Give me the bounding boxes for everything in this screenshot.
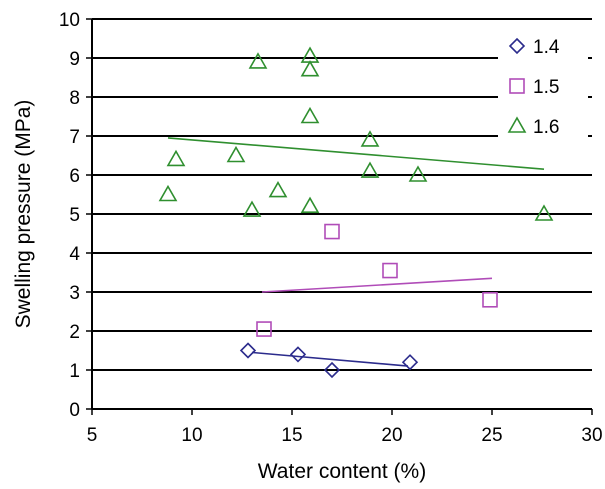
y-axis-label: Swelling pressure (MPa) [12, 100, 35, 329]
x-axis-label: Water content (%) [258, 460, 426, 483]
y-tick-label: 4 [69, 244, 80, 265]
data-point-triangle [268, 180, 288, 198]
y-tick-label: 8 [69, 88, 80, 109]
data-point-triangle [248, 52, 268, 69]
legend-label: 1.6 [533, 117, 559, 138]
trend-line-square [261, 277, 493, 293]
y-tick-label: 7 [69, 127, 80, 148]
data-points [158, 46, 554, 379]
trend-line-diamond [251, 351, 409, 367]
legend-marker-diamond [508, 37, 526, 55]
data-point-triangle [300, 106, 320, 124]
legend-label: 1.4 [533, 37, 560, 58]
x-tick-label: 5 [87, 425, 98, 446]
data-point-square [382, 262, 398, 279]
y-tick-label: 0 [69, 400, 80, 421]
x-tick-label: 10 [181, 425, 202, 446]
data-point-triangle [158, 184, 178, 202]
data-point-triangle [408, 165, 428, 182]
x-tick-label: 20 [381, 425, 402, 446]
data-point-triangle [300, 196, 320, 213]
data-point-diamond [323, 361, 341, 379]
data-point-triangle [534, 204, 554, 221]
legend: 1.4 1.5 1.6 [498, 31, 588, 143]
data-point-triangle [242, 200, 262, 217]
x-tick-labels: 5 10 15 20 25 30 [87, 409, 603, 446]
trend-lines [167, 137, 545, 367]
x-tick-label: 15 [281, 425, 302, 446]
legend-marker-triangle [507, 116, 527, 133]
y-tick-label: 2 [69, 322, 80, 343]
trend-line-triangle [167, 137, 545, 170]
data-point-diamond [289, 346, 307, 363]
data-point-diamond [239, 342, 257, 359]
y-tick-label: 6 [69, 166, 80, 187]
data-point-square [324, 223, 340, 240]
data-point-triangle [360, 161, 380, 178]
y-tick-label: 9 [69, 49, 80, 70]
y-tick-labels: 0 1 2 3 4 5 6 7 8 9 10 [59, 10, 81, 421]
data-point-square [256, 321, 272, 337]
data-point-triangle [226, 145, 246, 163]
data-point-triangle [166, 149, 186, 167]
legend-label: 1.5 [533, 77, 559, 98]
legend-marker-square [509, 78, 525, 94]
y-tick-label: 10 [59, 10, 80, 31]
data-point-triangle [300, 46, 320, 63]
y-tick-label: 5 [69, 205, 80, 226]
data-point-square [482, 291, 498, 308]
data-point-diamond [401, 354, 419, 371]
x-tick-label: 25 [481, 425, 502, 446]
data-point-triangle [300, 60, 320, 77]
x-tick-label: 30 [581, 425, 602, 446]
y-tick-label: 3 [69, 283, 80, 304]
data-point-triangle [360, 130, 380, 147]
y-tick-label: 1 [69, 361, 80, 382]
